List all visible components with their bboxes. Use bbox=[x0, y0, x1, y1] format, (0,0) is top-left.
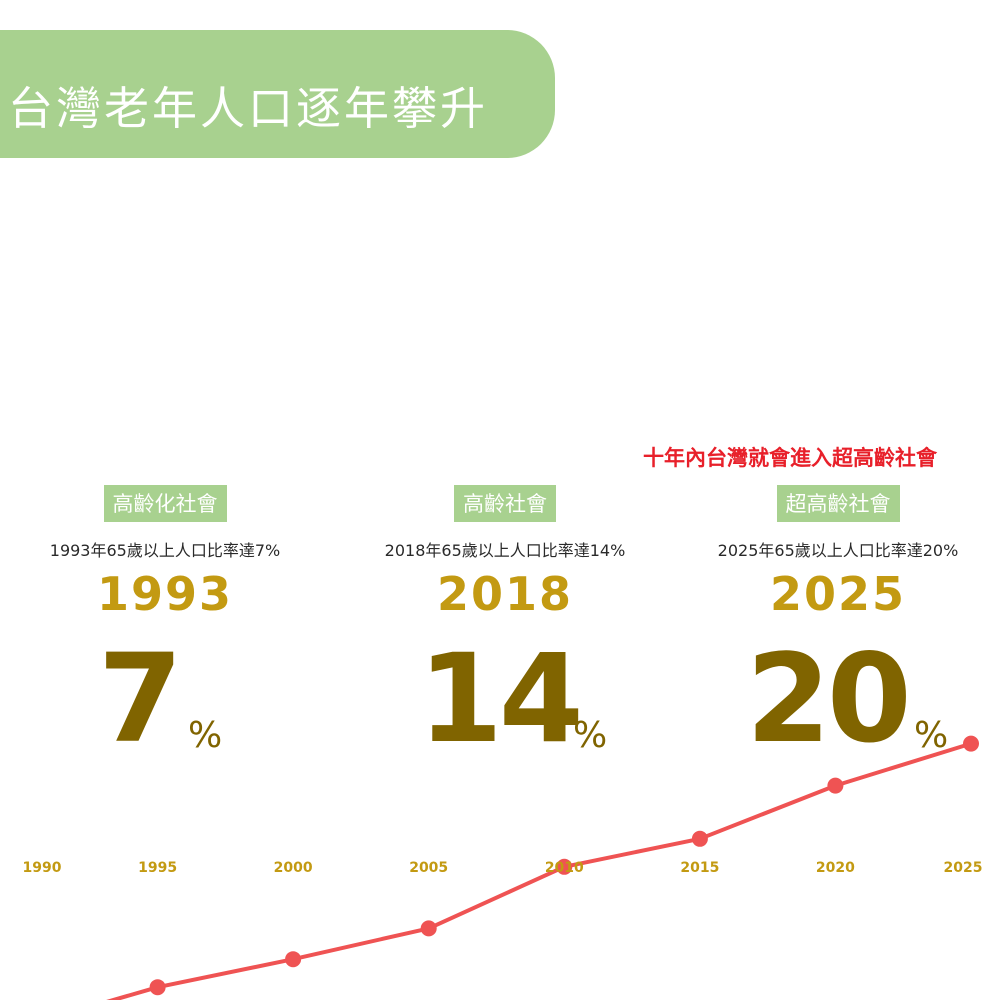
data-point-1995 bbox=[149, 979, 166, 996]
milestone-year: 2025 bbox=[769, 567, 907, 621]
data-point-2010 bbox=[556, 858, 573, 875]
x-tick-label: 2020 bbox=[816, 860, 855, 876]
x-tick-label: 2005 bbox=[409, 860, 448, 876]
percent-value: 7 bbox=[98, 628, 183, 770]
x-tick-label: 2015 bbox=[680, 860, 719, 876]
milestone-1993: 高齡化社會 1993年65歲以上人口比率達7% 1993 bbox=[0, 485, 330, 621]
milestone-2018: 高齡社會 2018年65歲以上人口比率達14% 2018 bbox=[340, 485, 670, 621]
milestone-description: 2025年65歲以上人口比率達20% bbox=[717, 541, 959, 560]
percent-sign: % bbox=[573, 715, 608, 756]
x-tick-label: 2025 bbox=[944, 860, 983, 876]
percent-2025: 20 % bbox=[746, 630, 956, 760]
stage-badge: 超高齡社會 bbox=[776, 485, 900, 522]
notice-text: 十年內台灣就會進入超高齡社會 bbox=[643, 446, 937, 470]
data-point-2015 bbox=[691, 830, 708, 847]
data-point-2000 bbox=[285, 951, 302, 968]
stage-badge: 高齡化社會 bbox=[103, 485, 227, 522]
series-line bbox=[106, 741, 972, 1000]
x-tick-label: 2010 bbox=[545, 860, 584, 876]
percent-value: 20 bbox=[746, 628, 912, 770]
percent-value: 14 bbox=[418, 628, 584, 770]
x-tick-label: 1990 bbox=[23, 860, 62, 876]
title-banner bbox=[0, 30, 555, 158]
milestone-2025: 超高齡社會 2025年65歲以上人口比率達20% 2025 bbox=[673, 485, 1000, 621]
page-title: 台灣老年人口逐年攀升 bbox=[8, 82, 489, 135]
percent-sign: % bbox=[914, 715, 949, 756]
milestone-description: 1993年65歲以上人口比率達7% bbox=[49, 541, 281, 560]
data-point-2020 bbox=[827, 777, 844, 794]
x-tick-label: 1995 bbox=[138, 860, 177, 876]
data-point-2005 bbox=[420, 920, 437, 937]
data-point-2025 bbox=[963, 735, 979, 752]
stage-badge: 高齡社會 bbox=[454, 485, 556, 522]
milestone-description: 2018年65歲以上人口比率達14% bbox=[384, 541, 626, 560]
milestone-year: 2018 bbox=[436, 567, 574, 621]
percent-2018: 14 % bbox=[418, 630, 618, 760]
percent-1993: 7 % bbox=[98, 630, 238, 760]
percent-sign: % bbox=[188, 715, 223, 756]
x-tick-label: 2000 bbox=[274, 860, 313, 876]
milestone-year: 1993 bbox=[96, 567, 234, 621]
